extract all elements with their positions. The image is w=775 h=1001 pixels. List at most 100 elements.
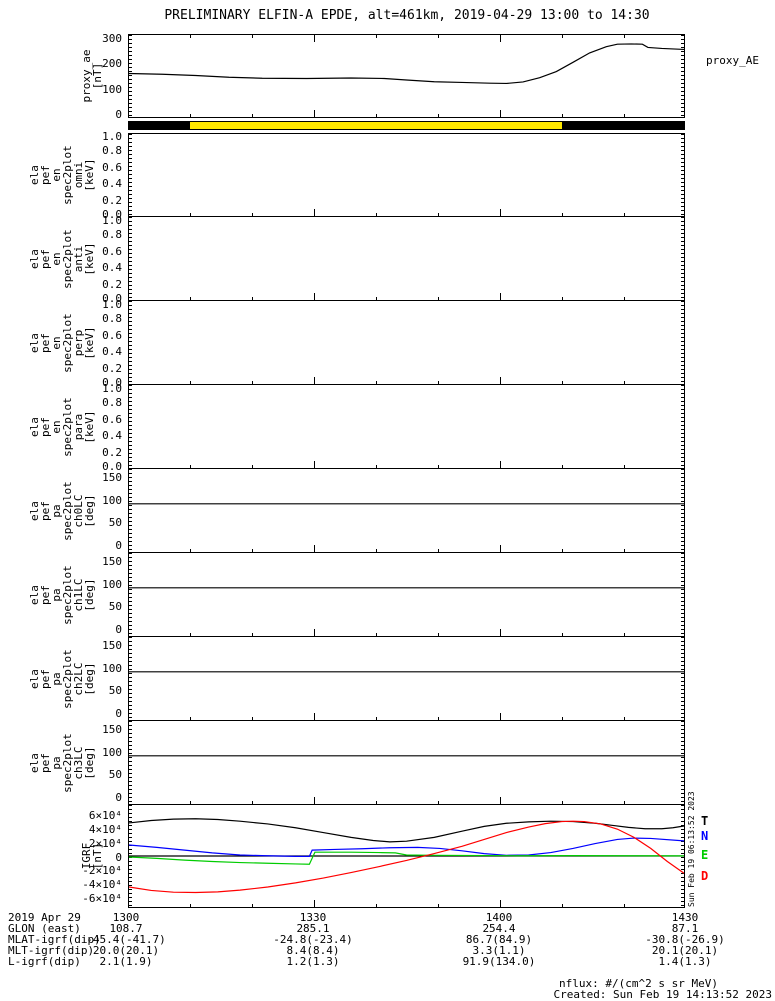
coverage-segment [129, 122, 191, 129]
x-minor-ticks [190, 465, 684, 468]
ytick-label: 0 [115, 108, 122, 121]
x-major-tick [500, 797, 501, 804]
ytick-label: 0.6 [102, 329, 122, 342]
footer-value: 254.4 [482, 922, 516, 935]
ytick-label: 100 [102, 83, 122, 96]
ytick-label: 0.0 [102, 292, 122, 305]
plot-title: PRELIMINARY ELFIN-A EPDE, alt=461km, 201… [164, 8, 650, 23]
ytick-label: -6×10⁴ [82, 892, 122, 905]
x-major-tick [500, 713, 501, 720]
ytick-label: 0.4 [102, 177, 122, 190]
y-minor-ticks [681, 721, 684, 804]
ytick-label: 1.0 [102, 382, 122, 395]
ytick-label: 0.4 [102, 345, 122, 358]
x-minor-ticks [190, 904, 684, 907]
ytick-label: 0 [115, 851, 122, 864]
ytick-label: 150 [102, 555, 122, 568]
y-minor-ticks [681, 134, 684, 216]
proxy-ae-curve [129, 35, 684, 117]
x-major-tick [314, 900, 315, 907]
x-major-tick [314, 713, 315, 720]
xtick-label: 1300 [112, 911, 140, 924]
y-minor-ticks [129, 385, 132, 468]
ytick-label: 1.0 [102, 214, 122, 227]
ytick-label: 0 [115, 791, 122, 804]
x-minor-ticks [190, 35, 684, 38]
panel-igrf [128, 805, 685, 908]
ylabel-proxy-ae: proxy_ae [nT] [80, 49, 104, 103]
ytick-label: 150 [102, 471, 122, 484]
x-minor-ticks [190, 549, 684, 552]
ytick-label: 100 [102, 662, 122, 675]
y-minor-ticks [681, 35, 684, 117]
y-minor-ticks [129, 469, 132, 552]
ch0lc-line [129, 469, 684, 552]
y-minor-ticks [681, 385, 684, 468]
x-major-tick [500, 629, 501, 636]
footer-row-label: MLT-igrf(dip) [8, 944, 95, 957]
x-major-tick [314, 35, 315, 42]
x-minor-ticks [190, 114, 684, 117]
ytick-label: 2×10⁴ [88, 837, 122, 850]
x-minor-ticks [190, 213, 684, 216]
ytick-label: 1.0 [102, 298, 122, 311]
footer-row-mlt: MLT-igrf(dip) 20.0(20.1) 8.4(8.4) 3.3(1.… [0, 945, 775, 957]
panel-pa-ch0lc [128, 469, 685, 553]
footer-row-label: MLAT-igrf(dip) [8, 933, 101, 946]
x-major-tick [314, 461, 315, 468]
footer-value: 1.4(1.3) [658, 955, 712, 968]
x-major-tick [314, 545, 315, 552]
ytick-label: 0.6 [102, 413, 122, 426]
panel-pa-ch3lc [128, 721, 685, 805]
footer-value: 8.4(8.4) [286, 944, 340, 957]
ytick-label: 0 [115, 707, 122, 720]
ytick-label: 150 [102, 639, 122, 652]
x-major-tick [500, 35, 501, 42]
ytick-label: 1.0 [102, 130, 122, 143]
ytick-label: 100 [102, 494, 122, 507]
ytick-label: 300 [102, 32, 122, 45]
footer-row-label: GLON (east) [8, 922, 81, 935]
footer-value: 86.7(84.9) [465, 933, 533, 946]
coverage-segment [190, 122, 562, 129]
footer-row-label: L-igrf(dip) [8, 955, 81, 968]
ch1lc-line [129, 553, 684, 636]
footer-row-label: 2019 Apr 29 [8, 911, 81, 924]
y-minor-ticks [681, 217, 684, 300]
footer-value: 3.3(1.1) [472, 944, 526, 957]
footer-row-glon: GLON (east) 108.7 285.1 254.4 87.1 [0, 923, 775, 935]
y-minor-ticks [681, 469, 684, 552]
footer-value: -24.8(-23.4) [273, 933, 353, 946]
footer-value: 285.1 [296, 922, 330, 935]
x-major-tick [314, 629, 315, 636]
footer-value: 87.1 [671, 922, 699, 935]
xtick-label: 1430 [671, 911, 699, 924]
x-major-tick [500, 900, 501, 907]
x-minor-ticks [190, 381, 684, 384]
ytick-label: 0.4 [102, 261, 122, 274]
footer-row-mlat: MLAT-igrf(dip) -45.4(-41.7) -24.8(-23.4)… [0, 934, 775, 946]
x-major-tick [314, 797, 315, 804]
x-major-tick [314, 293, 315, 300]
ytick-label: 0.8 [102, 228, 122, 241]
x-minor-ticks [190, 801, 684, 804]
x-major-tick [500, 110, 501, 117]
footer-row-lshell: L-igrf(dip) 2.1(1.9) 1.2(1.3) 91.9(134.0… [0, 956, 775, 968]
ytick-label: 50 [108, 516, 122, 529]
ytick-label: 0.2 [102, 278, 122, 291]
x-minor-ticks [190, 717, 684, 720]
legend-item-D: D [701, 869, 709, 883]
footer-value: 91.9(134.0) [462, 955, 536, 968]
ch3lc-line [129, 721, 684, 804]
ytick-label: 0.6 [102, 161, 122, 174]
ytick-label: 0.2 [102, 194, 122, 207]
legend-item-T: T [701, 814, 709, 828]
igrf-curves [129, 805, 684, 907]
ytick-label: 0.4 [102, 429, 122, 442]
ytick-label: 0.6 [102, 245, 122, 258]
legend-item-E: E [701, 848, 709, 862]
footer-value: -45.4(-41.7) [86, 933, 166, 946]
xtick-label: 1330 [299, 911, 327, 924]
x-major-tick [500, 461, 501, 468]
coverage-bar [128, 121, 685, 130]
